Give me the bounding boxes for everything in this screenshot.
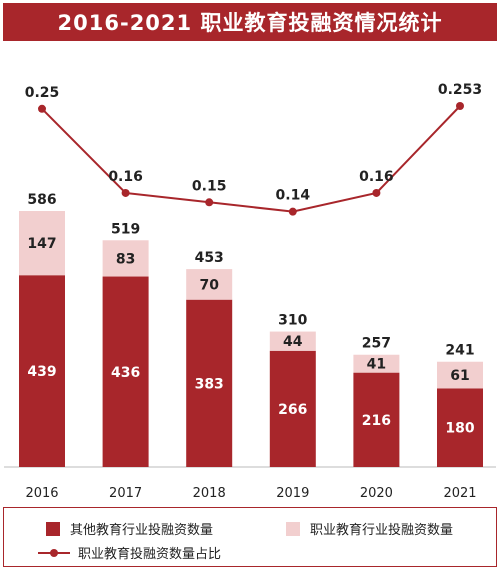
ratio-label-2019: 0.14	[276, 188, 311, 204]
legend-swatch-other	[46, 521, 60, 536]
legend-item-vocational: 职业教育行业投融资数量	[286, 519, 453, 538]
label-total-2017: 519	[111, 221, 140, 237]
label-other-2019: 266	[278, 402, 307, 418]
bar-vocational-2017	[102, 240, 149, 277]
legend-label-vocational: 职业教育行业投融资数量	[310, 523, 454, 538]
label-other-2016: 439	[27, 364, 56, 380]
ratio-point-2019	[288, 207, 297, 216]
label-vocational-2016: 147	[27, 236, 56, 252]
chart-title: 2016-2021 职业教育投融资情况统计	[3, 3, 497, 41]
label-other-2021: 180	[445, 421, 474, 437]
ratio-label-2020: 0.16	[359, 169, 394, 185]
bar-vocational-2016	[19, 211, 65, 276]
label-vocational-2018: 70	[199, 277, 219, 293]
ratio-point-2021	[456, 102, 464, 110]
ratio-point-2020	[372, 188, 381, 197]
bar-other-2021	[437, 388, 483, 467]
legend-swatch-vocational	[286, 521, 300, 536]
chart-legend: 其他教育行业投融资数量 职业教育行业投融资数量 职业教育投融资数量占比	[3, 507, 497, 567]
label-vocational-2020: 41	[367, 357, 386, 373]
x-tick-2020: 2020	[360, 486, 393, 501]
bar-other-2016	[19, 275, 65, 467]
ratio-line	[41, 105, 461, 213]
x-tick-2016: 2016	[25, 486, 58, 501]
x-tick-2019: 2019	[276, 486, 309, 501]
bar-vocational-2019	[269, 331, 316, 351]
chart-plot-area: 439 147 586 2016 436 83 519 2017 383 70 453 2018 266…	[4, 82, 496, 501]
bar-other-2020	[353, 372, 400, 467]
bar-other-2017	[102, 276, 149, 467]
label-total-2018: 453	[195, 250, 224, 266]
bar-other-2018	[186, 299, 233, 467]
x-tick-2021: 2021	[443, 486, 476, 501]
bar-other-2019	[269, 350, 316, 467]
ratio-label-2021: 0.253	[438, 82, 482, 98]
label-total-2016: 586	[27, 192, 56, 208]
bar-vocational-2021	[437, 361, 483, 389]
bar-vocational-2018	[186, 269, 233, 300]
ratio-point-2016	[38, 104, 46, 113]
ratio-label-2018: 0.15	[192, 178, 227, 194]
label-other-2020: 216	[362, 413, 391, 429]
ratio-point-2018	[205, 198, 214, 207]
legend-label-other: 其他教育行业投融资数量	[70, 523, 214, 538]
label-total-2019: 310	[278, 313, 307, 329]
label-vocational-2017: 83	[116, 251, 135, 267]
legend-item-ratio: 职业教育投融资数量占比	[38, 543, 221, 562]
label-other-2018: 383	[195, 376, 224, 392]
legend-label-ratio: 职业教育投融资数量占比	[78, 547, 222, 562]
ratio-label-2016: 0.25	[25, 85, 60, 101]
x-tick-2017: 2017	[109, 486, 142, 501]
ratio-label-2017: 0.16	[108, 169, 143, 185]
ratio-point-2017	[121, 188, 130, 197]
x-tick-2018: 2018	[193, 486, 226, 501]
label-total-2020: 257	[362, 336, 391, 352]
legend-item-other: 其他教育行业投融资数量	[46, 519, 213, 538]
label-vocational-2021: 61	[450, 368, 469, 384]
label-other-2017: 436	[111, 365, 140, 381]
bar-vocational-2020	[353, 354, 400, 373]
label-vocational-2019: 44	[283, 334, 303, 350]
legend-swatch-ratio	[38, 546, 70, 560]
label-total-2021: 241	[445, 343, 474, 359]
